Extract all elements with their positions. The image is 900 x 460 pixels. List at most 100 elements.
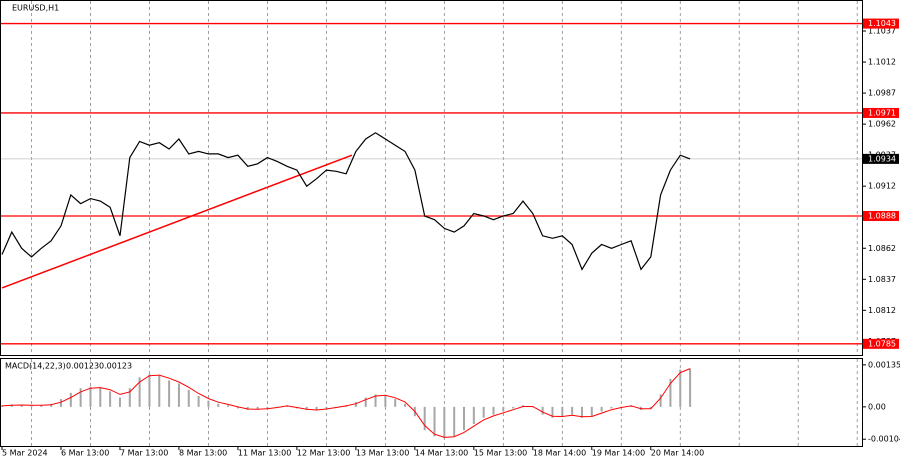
y-tick-label: 1.0812 (868, 306, 896, 315)
histogram-bar (689, 368, 692, 407)
histogram-bar (217, 403, 220, 407)
histogram-bar (394, 399, 397, 407)
histogram-bar (59, 399, 62, 407)
histogram-bar (1, 405, 3, 407)
x-tick-label: 19 Mar 14:00 (592, 449, 645, 458)
histogram-bar (207, 400, 210, 407)
histogram-bar (168, 380, 171, 407)
x-tick-label: 5 Mar 2024 (2, 449, 48, 458)
price-panel-frame (0, 0, 863, 356)
histogram-bar (364, 397, 367, 407)
x-tick-label: 14 Mar 13:00 (415, 449, 468, 458)
x-tick-label: 7 Mar 13:00 (120, 449, 168, 458)
level-label: 1.0785 (868, 339, 896, 348)
macd-title-value: 0.00123 (66, 362, 99, 371)
histogram-bar (256, 406, 259, 410)
histogram-bar (99, 387, 102, 407)
level-label-box (863, 338, 899, 349)
y-tick-label: 1.0862 (868, 244, 896, 253)
level-label: 1.0888 (868, 211, 896, 220)
y-tick-label: 1.0837 (868, 275, 896, 284)
current-price-label: 1.0934 (868, 154, 896, 163)
histogram-bar (79, 388, 82, 407)
histogram-bar (177, 383, 180, 407)
price-line (1, 132, 691, 271)
macd-title-value: 0.00123 (99, 362, 132, 371)
histogram-bar (531, 406, 534, 408)
level-label-box (863, 18, 899, 29)
histogram-bar (561, 406, 564, 417)
y-tick-label: 0.00 (868, 402, 886, 411)
x-tick-label: 11 Mar 13:00 (238, 449, 291, 458)
histogram-bar (30, 405, 33, 407)
histogram-bar (315, 406, 318, 410)
histogram-bar (590, 406, 593, 417)
y-tick-label: 1.1037 (868, 27, 896, 36)
histogram-bar (236, 406, 239, 409)
x-tick-label: 6 Mar 13:00 (61, 449, 109, 458)
y-tick-label: 0.00135 (868, 360, 900, 369)
histogram-bar (40, 404, 43, 407)
histogram-bar (50, 403, 53, 407)
current-price-box (863, 153, 899, 164)
histogram-bar (423, 406, 426, 431)
histogram-bar (128, 388, 131, 407)
histogram-bar (669, 378, 672, 407)
histogram-bar (600, 406, 603, 412)
histogram-bar (374, 394, 377, 407)
histogram-bar (404, 403, 407, 407)
macd-panel-frame (0, 358, 863, 447)
y-tick-label: -0.00104 (868, 435, 900, 444)
histogram-bar (679, 369, 682, 407)
histogram-bar (148, 374, 151, 407)
level-label-box (863, 107, 899, 118)
y-tick-label: 1.0987 (868, 89, 896, 98)
y-tick-label: 1.1012 (868, 58, 896, 67)
trendline (1, 154, 353, 289)
histogram-bar (89, 386, 92, 407)
histogram-bar (384, 395, 387, 407)
histogram-bar (571, 406, 574, 415)
macd-title: MACD(14,22,3) (5, 362, 66, 371)
histogram-bar (197, 395, 200, 407)
histogram-bar (502, 406, 505, 412)
histogram-bar (551, 406, 554, 418)
histogram-bar (305, 406, 308, 410)
level-label: 1.1043 (868, 19, 896, 28)
histogram-bar (138, 377, 141, 407)
histogram-bar (246, 406, 249, 410)
histogram-bar (118, 397, 121, 407)
level-label: 1.0971 (868, 108, 896, 117)
x-tick-label: 8 Mar 13:00 (179, 449, 227, 458)
histogram-bar (433, 406, 436, 437)
histogram-bar (20, 404, 23, 407)
histogram-bar (610, 406, 613, 409)
histogram-bar (482, 406, 485, 418)
histogram-bar (463, 406, 466, 431)
histogram-bar (512, 406, 515, 409)
histogram-bar (659, 394, 662, 407)
histogram-bar (227, 405, 230, 407)
histogram-bar (472, 406, 475, 424)
level-label-box (863, 210, 899, 221)
y-tick-label: 1.0962 (868, 120, 896, 129)
histogram-bar (158, 375, 161, 407)
y-tick-label: 1.0912 (868, 182, 896, 191)
x-tick-label: 12 Mar 13:00 (297, 449, 350, 458)
histogram-bar (69, 392, 72, 407)
x-tick-label: 18 Mar 14:00 (533, 449, 586, 458)
histogram-bar (580, 406, 583, 418)
x-tick-label: 13 Mar 13:00 (356, 449, 409, 458)
chart-title: EURUSD,H1 (12, 4, 59, 13)
histogram-bar (541, 406, 544, 415)
histogram-bar (266, 406, 269, 409)
histogram-bar (443, 406, 446, 438)
histogram-bar (453, 406, 456, 437)
histogram-bar (109, 391, 112, 407)
x-tick-label: 20 Mar 14:00 (651, 449, 704, 458)
histogram-bar (187, 389, 190, 407)
histogram-bar (492, 406, 495, 415)
histogram-bar (354, 402, 357, 407)
x-tick-label: 15 Mar 13:00 (474, 449, 527, 458)
